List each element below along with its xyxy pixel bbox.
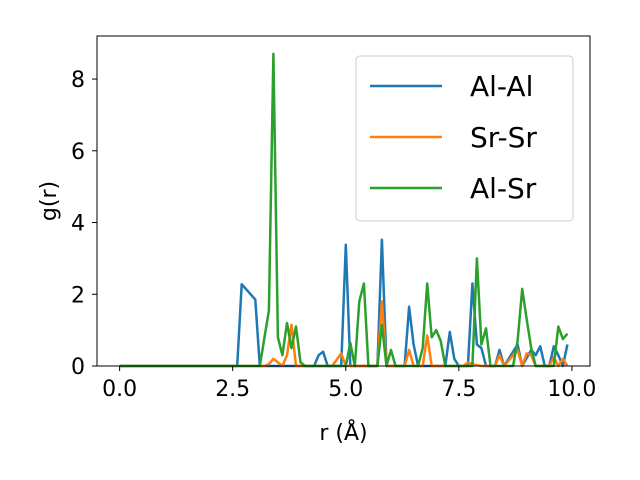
x-tick-label: 5.0 [328, 377, 363, 402]
y-tick-label: 6 [71, 140, 85, 165]
series-line-sr-sr [119, 300, 569, 368]
legend-label: Al-Sr [470, 172, 537, 205]
y-axis: 0 2 4 6 8 [71, 68, 97, 380]
legend: Al-Al Sr-Sr Al-Sr [355, 55, 574, 222]
y-axis-label: g(r) [37, 181, 62, 221]
x-tick-label: 7.5 [441, 377, 476, 402]
x-tick-label: 10.0 [547, 377, 596, 402]
series-line-al-al [119, 238, 569, 368]
y-tick-label: 2 [71, 283, 85, 308]
axes-frame [96, 35, 591, 367]
y-tick-label: 8 [71, 68, 85, 93]
legend-label: Al-Al [470, 70, 533, 103]
legend-box [355, 55, 574, 222]
legend-label: Sr-Sr [470, 121, 537, 154]
x-axis: 0.0 2.5 5.0 7.5 10.0 [102, 366, 596, 402]
x-axis-label: r (Å) [319, 419, 367, 446]
x-tick-label: 2.5 [215, 377, 250, 402]
y-tick-label: 4 [71, 212, 85, 237]
x-tick-label: 0.0 [102, 377, 137, 402]
y-tick-label: 0 [71, 355, 85, 380]
